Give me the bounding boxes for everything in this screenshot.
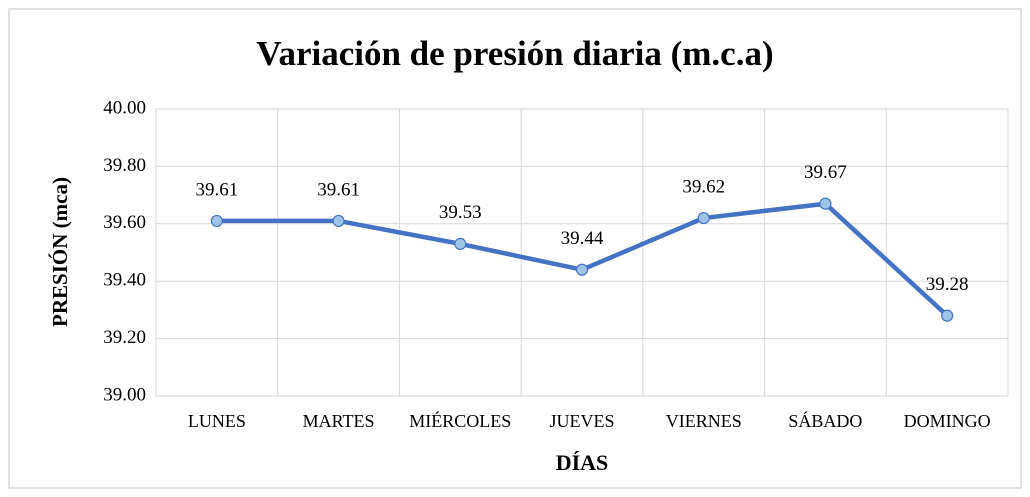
x-tick-label: LUNES xyxy=(188,411,246,431)
x-tick-label: JUEVES xyxy=(549,411,614,431)
marker xyxy=(210,214,223,228)
marker xyxy=(332,214,345,228)
marker xyxy=(575,263,589,276)
y-tick-label: 39.40 xyxy=(103,270,146,291)
data-label: 39.28 xyxy=(926,274,969,295)
data-label: 39.67 xyxy=(804,162,847,183)
data-label: 39.53 xyxy=(439,202,482,223)
y-tick-label: 39.00 xyxy=(103,384,146,405)
y-tick-label: 40.00 xyxy=(103,97,146,118)
chart-border xyxy=(8,8,1022,489)
x-tick-label: SÁBADO xyxy=(788,410,862,431)
marker xyxy=(819,197,832,210)
chart-title: Variación de presión diaria (m.c.a) xyxy=(256,34,773,73)
y-tick-label: 39.60 xyxy=(103,212,146,233)
marker xyxy=(454,237,467,250)
data-label: 39.44 xyxy=(561,228,604,249)
data-label: 39.61 xyxy=(195,179,238,200)
marker xyxy=(941,309,954,322)
x-tick-label: MARTES xyxy=(303,411,375,431)
data-label: 39.61 xyxy=(317,179,360,200)
x-tick-label: VIERNES xyxy=(666,411,742,431)
marker xyxy=(697,211,710,225)
y-tick-label: 39.20 xyxy=(103,327,146,348)
y-axis-label: PRESIÓN (mca) xyxy=(48,177,72,327)
data-label: 39.62 xyxy=(682,176,725,197)
x-axis-label: DÍAS xyxy=(556,450,609,475)
x-tick-label: DOMINGO xyxy=(904,411,991,431)
y-tick-label: 39.80 xyxy=(103,155,146,176)
x-tick-label: MIÉRCOLES xyxy=(409,410,511,431)
